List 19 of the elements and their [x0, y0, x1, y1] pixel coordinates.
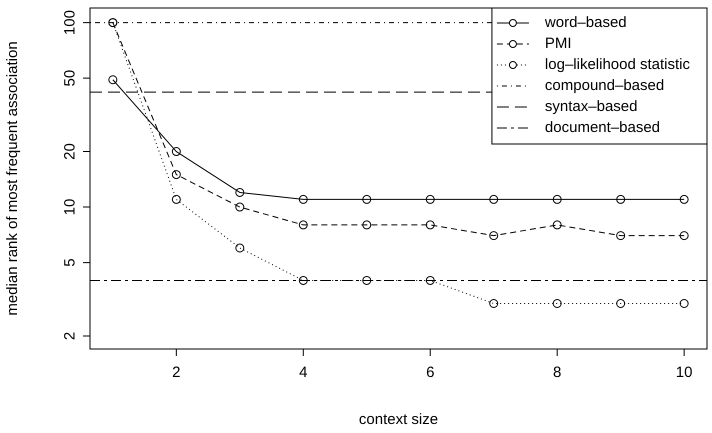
y-tick-label: 5 [62, 258, 79, 267]
legend-label: document–based [544, 119, 660, 136]
x-tick-label: 6 [426, 364, 434, 382]
legend-label: compound–based [544, 77, 664, 94]
y-axis-title: median rank of most frequent association [4, 41, 22, 316]
x-tick-label: 2 [172, 364, 180, 382]
y-tick-label: 2 [62, 332, 79, 340]
y-tick-label: 10 [62, 198, 79, 216]
y-tick-label: 50 [62, 70, 79, 86]
legend-label: PMI [544, 35, 572, 52]
x-axis-title: context size [358, 411, 438, 428]
y-tick-label: 20 [62, 143, 79, 160]
legend-label: word–based [544, 14, 627, 32]
y-tick-label: 100 [62, 10, 79, 36]
legend-label: syntax–based [544, 98, 638, 116]
x-tick-label: 10 [676, 364, 692, 382]
legend-label: log–likelihood statistic [544, 56, 690, 74]
x-tick-label: 4 [299, 364, 308, 382]
x-tick-label: 8 [553, 364, 562, 382]
